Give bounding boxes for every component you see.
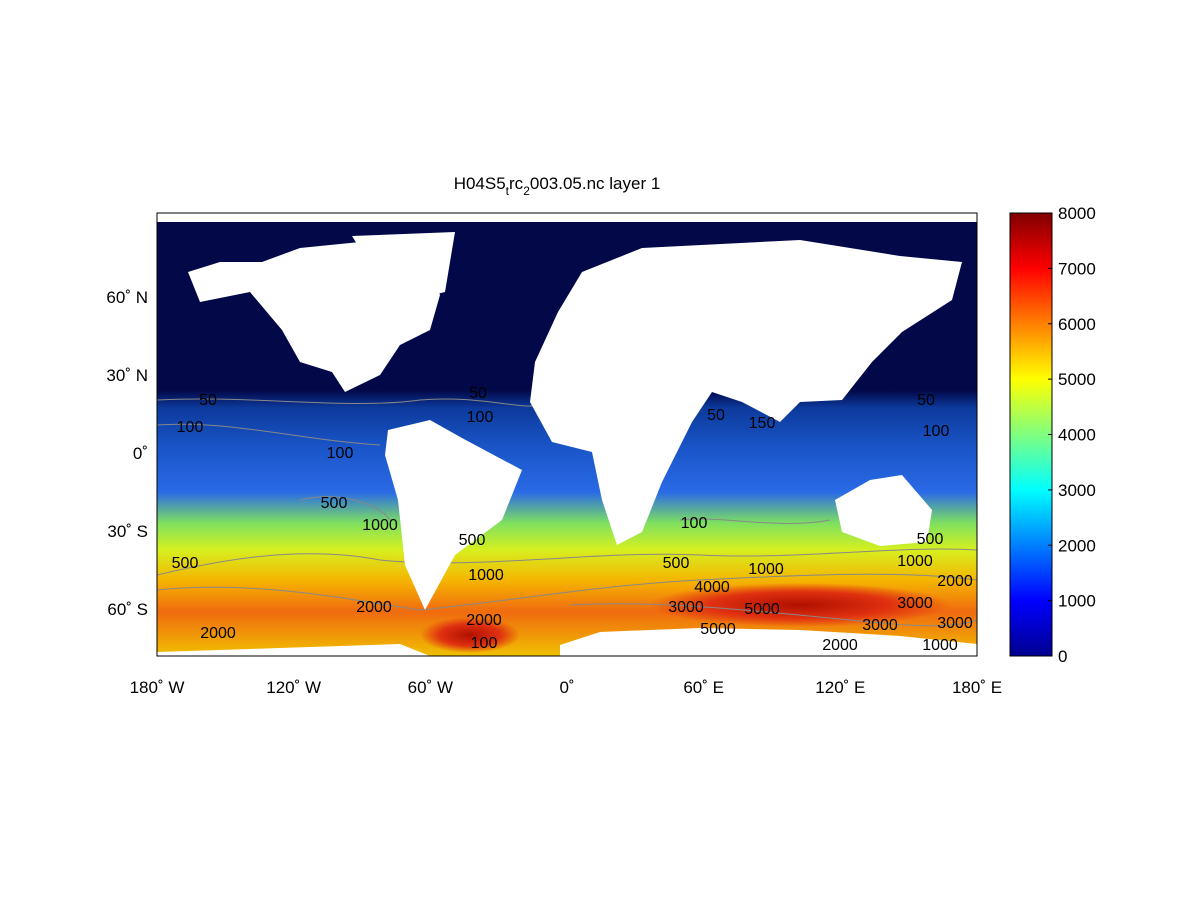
- contour-label: 4000: [694, 579, 730, 596]
- x-tick-label: 120˚ W: [266, 678, 321, 697]
- contour-label: 50: [199, 392, 217, 409]
- x-tick-label: 180˚ E: [952, 678, 1002, 697]
- contour-label: 50: [469, 385, 487, 402]
- colorbar-tick-label: 4000: [1058, 426, 1096, 445]
- contour-label: 1000: [897, 553, 933, 570]
- colorbar-tick-label: 5000: [1058, 370, 1096, 389]
- chart-title: H04S5trc2003.05.nc layer 1: [454, 174, 661, 198]
- south-america: [385, 420, 522, 610]
- contour-label: 2000: [466, 612, 502, 629]
- contour-label: 2000: [937, 573, 973, 590]
- land-masses: [157, 213, 977, 656]
- contour-label: 100: [681, 515, 708, 532]
- colorbar-tick-label: 0: [1058, 647, 1067, 666]
- colorbar-tick-label: 6000: [1058, 315, 1096, 334]
- contour-label: 100: [923, 423, 950, 440]
- colorbar-tick-label: 7000: [1058, 259, 1096, 278]
- x-tick-label: 120˚ E: [815, 678, 865, 697]
- arctic-edge: [157, 213, 977, 222]
- contour-label: 500: [459, 532, 486, 549]
- contour-label: 1000: [468, 567, 504, 584]
- colorbar-ticks: 0 1000 2000 3000 4000 5000 6000 7000 8000: [1048, 204, 1096, 666]
- x-tick-label: 0˚: [559, 678, 574, 697]
- contour-label: 2000: [822, 637, 858, 654]
- contour-label: 3000: [897, 595, 933, 612]
- contour-label: 100: [327, 445, 354, 462]
- y-tick-label: 0˚: [133, 444, 148, 463]
- antarctica-west: [157, 644, 430, 656]
- y-tick-label: 30˚ S: [107, 522, 148, 541]
- high-value-region: [650, 583, 950, 627]
- north-america: [188, 240, 440, 392]
- y-tick-label: 60˚ N: [106, 288, 148, 307]
- y-axis: 60˚ N 30˚ N 0˚ 30˚ S 60˚ S: [106, 288, 148, 619]
- colorbar-tick-label: 8000: [1058, 204, 1096, 223]
- contour-label: 5000: [744, 601, 780, 618]
- contour-label: 3000: [937, 615, 973, 632]
- contour-label: 500: [172, 555, 199, 572]
- contour-label: 3000: [668, 599, 704, 616]
- contour-label: 500: [663, 555, 690, 572]
- colorbar-tick-label: 3000: [1058, 481, 1096, 500]
- x-tick-label: 180˚ W: [130, 678, 185, 697]
- x-axis: 180˚ W 120˚ W 60˚ W 0˚ 60˚ E 120˚ E 180˚ E: [130, 678, 1002, 697]
- plot-frame: [156, 212, 978, 657]
- contour-label: 2000: [200, 625, 236, 642]
- y-tick-label: 30˚ N: [106, 366, 148, 385]
- contour-labels: 50 100 100 50 100 50 150 50 100 500 1000 500 500 1000…: [172, 385, 973, 654]
- colorbar-tick-label: 1000: [1058, 592, 1096, 611]
- contour-label: 100: [467, 409, 494, 426]
- contour-label: 500: [917, 531, 944, 548]
- colorbar: [1009, 212, 1053, 657]
- antarctica: [560, 628, 977, 656]
- contour-lines: [157, 398, 977, 627]
- contour-label: 100: [471, 635, 498, 652]
- greenland: [352, 232, 455, 302]
- contour-label: 100: [177, 419, 204, 436]
- high-value-region: [420, 617, 520, 653]
- eurasia-africa: [530, 240, 962, 545]
- contour-label: 150: [749, 415, 776, 432]
- contour-label: 2000: [356, 599, 392, 616]
- australia: [835, 475, 932, 546]
- contour-label: 1000: [748, 561, 784, 578]
- x-tick-label: 60˚ W: [408, 678, 453, 697]
- contour-label: 50: [707, 407, 725, 424]
- map-area: [157, 213, 977, 656]
- contour-label: 50: [917, 392, 935, 409]
- contour-label: 1000: [362, 517, 398, 534]
- x-tick-label: 60˚ E: [683, 678, 724, 697]
- y-tick-label: 60˚ S: [107, 600, 148, 619]
- contour-label: 1000: [922, 637, 958, 654]
- contour-label: 500: [321, 495, 348, 512]
- contour-label: 5000: [700, 621, 736, 638]
- colorbar-tick-label: 2000: [1058, 536, 1096, 555]
- contour-label: 3000: [862, 617, 898, 634]
